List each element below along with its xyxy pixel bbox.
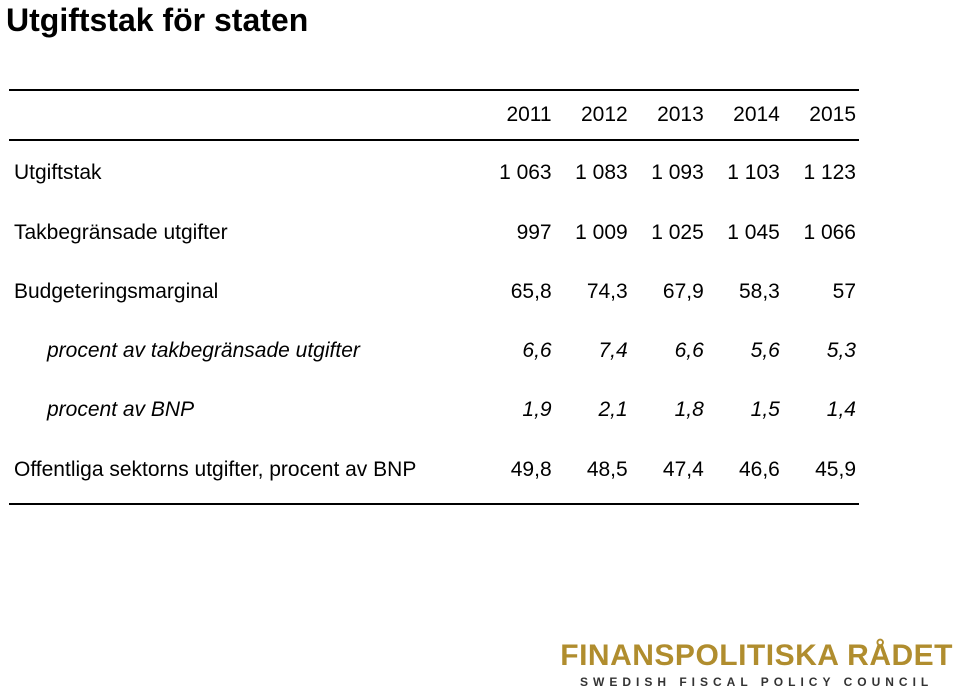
table-cell: 57 <box>832 279 856 303</box>
table-cell: 45,9 <box>815 458 856 481</box>
year-header: 2012 <box>580 103 628 126</box>
table-cell: 1 093 <box>651 161 704 184</box>
table-row: procent av BNP 1,9 2,1 1,8 1,5 1,4 <box>9 380 859 439</box>
table-cell: 65,8 <box>510 279 552 303</box>
table-cell: 6,6 <box>522 338 552 362</box>
table-cell: 1,8 <box>674 397 704 421</box>
table-cell: 47,4 <box>662 458 704 481</box>
table-cell: 1,5 <box>750 397 780 421</box>
table-cell: 1 123 <box>803 161 856 184</box>
table-row: Offentliga sektorns utgifter, procent av… <box>9 439 859 504</box>
logo-sub-text: SWEDISH FISCAL POLICY COUNCIL <box>580 675 934 689</box>
table-cell: 74,3 <box>586 279 628 303</box>
table-row: procent av takbegränsade utgifter 6,6 7,… <box>9 321 859 380</box>
table-cell: 997 <box>516 220 552 244</box>
table-cell: 5,6 <box>750 338 780 362</box>
table-cell: 1 025 <box>651 220 704 244</box>
row-label: Takbegränsade utgifter <box>14 220 228 244</box>
row-label: procent av BNP <box>47 397 195 421</box>
table-cell: 1 045 <box>727 220 780 244</box>
year-header: 2014 <box>733 103 780 126</box>
table-cell: 1 009 <box>575 220 628 244</box>
table-cell: 2,1 <box>598 397 628 421</box>
row-label: procent av takbegränsade utgifter <box>47 338 360 362</box>
table-cell: 49,8 <box>510 458 552 481</box>
expenditure-table: 2011 2012 2013 2014 2015 Utgiftstak 1 06… <box>9 89 859 505</box>
table-cell: 7,4 <box>598 338 628 362</box>
fiscal-council-logo: FINANSPOLITISKA RÅDET SWEDISH FISCAL POL… <box>560 637 953 689</box>
table-cell: 1 066 <box>803 220 856 244</box>
table-row: Budgeteringsmarginal 65,8 74,3 67,9 58,3… <box>9 262 859 321</box>
table-cell: 46,6 <box>738 458 780 481</box>
page-title: Utgiftstak för staten <box>6 2 309 38</box>
table-cell: 48,5 <box>586 458 628 481</box>
table-cell: 5,3 <box>826 338 856 362</box>
table-row: Utgiftstak 1 063 1 083 1 093 1 103 1 123 <box>9 140 859 203</box>
year-header: 2015 <box>809 103 856 126</box>
table-cell: 67,9 <box>662 279 704 303</box>
row-label: Budgeteringsmarginal <box>14 279 219 303</box>
table-cell: 1,9 <box>522 397 552 421</box>
header-label-cell <box>9 90 479 140</box>
table-cell: 1 083 <box>575 161 628 184</box>
year-header: 2011 <box>506 103 552 126</box>
table-cell: 1,4 <box>826 397 856 421</box>
table-header-row: 2011 2012 2013 2014 2015 <box>9 90 859 140</box>
table-cell: 6,6 <box>674 338 704 362</box>
row-label: Offentliga sektorns utgifter, procent av… <box>14 458 417 481</box>
logo-main-text: FINANSPOLITISKA RÅDET <box>560 639 953 672</box>
table-cell: 58,3 <box>738 279 780 303</box>
row-label: Utgiftstak <box>14 161 102 184</box>
table-cell: 1 063 <box>499 161 552 184</box>
year-header: 2013 <box>657 103 704 126</box>
table-row: Takbegränsade utgifter 997 1 009 1 025 1… <box>9 203 859 262</box>
table-cell: 1 103 <box>727 161 780 184</box>
